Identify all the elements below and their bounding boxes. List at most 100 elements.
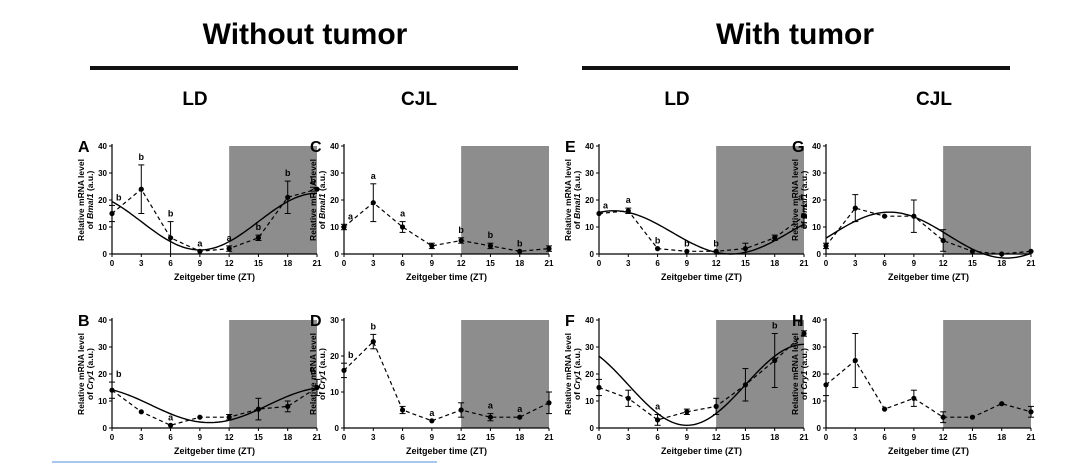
panel-c: 0 10 20 30 40 0 3 6 9 12 15 18 21 Zeitgeber time (ZT)… <box>302 120 567 298</box>
y-tick-label: 10 <box>98 397 107 406</box>
significance-label: a <box>348 211 354 221</box>
data-point <box>341 224 347 230</box>
data-point <box>684 409 690 415</box>
y-tick-label: 40 <box>812 316 821 325</box>
significance-label: a <box>603 201 609 211</box>
fit-curve <box>825 211 1032 259</box>
x-tick-label: 15 <box>741 259 750 268</box>
data-point <box>713 403 719 409</box>
y-tick-label: 20 <box>585 196 594 205</box>
x-tick-label: 0 <box>597 259 602 268</box>
panel-a: 0 10 20 30 40 0 3 6 9 12 15 18 21 Zeitgeber time (ZT)… <box>70 120 335 298</box>
significance-label: b <box>371 321 377 331</box>
data-point <box>713 248 719 254</box>
data-point <box>517 248 523 254</box>
y-tick-label: 10 <box>330 223 339 232</box>
x-tick-label: 12 <box>225 433 234 442</box>
y-tick-label: 10 <box>585 397 594 406</box>
data-point <box>969 248 976 254</box>
x-tick-label: 6 <box>882 259 887 268</box>
x-tick-label: 21 <box>545 433 554 442</box>
y-axis-title-line1: Relative mRNA level <box>76 333 86 415</box>
y-axis-title-line1: Relative mRNA level <box>563 333 573 415</box>
y-tick-label: 0 <box>335 250 340 259</box>
significance-label: b <box>517 238 523 248</box>
data-point <box>801 213 807 219</box>
x-axis-title: Zeitgeber time (ZT) <box>406 272 487 282</box>
data-point <box>546 246 552 252</box>
significance-label: a <box>227 233 233 243</box>
dark-phase-region <box>229 320 317 428</box>
chart-svg: 0 10 20 30 40 0 3 6 9 12 15 18 21 Zeitgeber time (ZT)… <box>308 139 554 282</box>
panel-f: 0 10 20 30 40 0 3 6 9 12 15 18 21 Zeitgeber time (ZT)… <box>557 294 822 472</box>
x-axis-title: Zeitgeber time (ZT) <box>174 446 255 456</box>
panel-letter: E <box>565 139 576 156</box>
x-tick-label: 21 <box>800 259 809 268</box>
y-tick-label: 40 <box>812 142 821 151</box>
x-tick-label: 3 <box>853 433 858 442</box>
y-axis-title-gene: Bmal1 <box>317 193 327 219</box>
x-tick-label: 12 <box>939 259 948 268</box>
data-point <box>285 403 291 409</box>
data-point <box>314 186 320 192</box>
y-axis-title-suffix: (a.u.) <box>85 348 95 371</box>
y-tick-label: 30 <box>585 343 594 352</box>
data-line <box>825 207 1032 255</box>
data-point <box>285 194 291 200</box>
data-point <box>940 237 946 244</box>
significance-label: a <box>400 209 406 219</box>
x-tick-label: 3 <box>139 433 144 442</box>
y-tick-label: 30 <box>98 343 107 352</box>
x-tick-label: 0 <box>824 433 829 442</box>
column-label-ld-with-tumor: LD <box>664 89 690 110</box>
data-point <box>999 251 1005 257</box>
x-tick-label: 6 <box>168 259 173 268</box>
y-axis-title-gene: Cry1 <box>85 370 95 389</box>
column-label-cjl-with-tumor: CJL <box>916 89 952 110</box>
significance-label: b <box>285 168 291 178</box>
y-tick-label: 0 <box>590 250 595 259</box>
fit-curve <box>598 343 805 427</box>
significance-label: b <box>168 209 174 219</box>
panel-g: 0 10 20 30 40 0 3 6 9 12 15 18 21 Zeitgeber time (ZT)… <box>784 120 1049 298</box>
data-point <box>654 246 661 252</box>
y-axis-title-line2: of Bmal1 (a.u.) <box>572 171 582 230</box>
y-axis-title-suffix: (a.u.) <box>572 348 582 371</box>
x-tick-label: 15 <box>486 259 495 268</box>
data-point <box>823 243 829 249</box>
group-title-with-tumor: With tumor <box>715 18 875 51</box>
data-point <box>487 414 494 420</box>
y-tick-label: 0 <box>103 424 108 433</box>
x-tick-label: 9 <box>430 259 435 268</box>
data-point <box>138 186 144 192</box>
panel-letter: G <box>792 139 804 156</box>
y-tick-label: 20 <box>812 196 821 205</box>
x-tick-label: 18 <box>770 433 779 442</box>
panel-d: 0 10 20 30 0 3 6 9 12 15 18 21 Zeitgeber time (ZT) Re… <box>302 294 567 472</box>
y-tick-label: 0 <box>817 424 822 433</box>
data-point <box>940 414 946 420</box>
y-axis-title-line1: Relative mRNA level <box>308 333 318 415</box>
y-axis-title-line1: Relative mRNA level <box>308 159 318 241</box>
x-tick-label: 6 <box>655 433 660 442</box>
y-tick-label: 10 <box>585 223 594 232</box>
data-point <box>742 382 749 388</box>
data-point <box>167 235 174 241</box>
x-tick-label: 9 <box>912 259 917 268</box>
y-axis-title-prefix: of <box>317 219 327 229</box>
y-axis-title-line1: Relative mRNA level <box>790 159 800 241</box>
y-tick-label: 10 <box>812 397 821 406</box>
y-axis-title-suffix: (a.u.) <box>85 171 95 194</box>
significance-label: a <box>655 402 661 412</box>
y-axis-title-prefix: of <box>85 390 95 400</box>
y-tick-label: 0 <box>590 424 595 433</box>
data-point <box>255 235 262 241</box>
x-tick-label: 6 <box>655 259 660 268</box>
x-tick-label: 0 <box>110 433 115 442</box>
x-tick-label: 6 <box>882 433 887 442</box>
column-label-cjl-without-tumor: CJL <box>401 89 437 110</box>
y-tick-label: 10 <box>330 388 339 397</box>
data-line <box>825 359 1032 418</box>
y-axis-title-line2: of Cry1 (a.u.) <box>85 348 95 400</box>
data-point <box>911 395 917 401</box>
